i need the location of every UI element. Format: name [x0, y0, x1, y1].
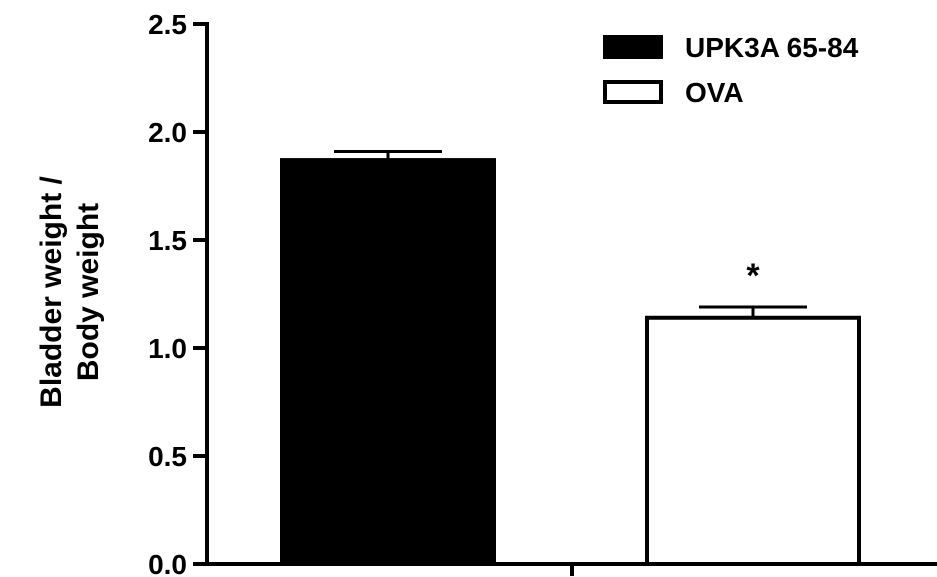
y-tick-label: 0.5	[148, 441, 187, 472]
y-tick-label: 1.5	[148, 225, 187, 256]
y-axis-label-line-2: Body weight	[72, 203, 105, 381]
legend: UPK3A 65-84 OVA	[603, 32, 859, 108]
y-tick-label: 1.0	[148, 333, 187, 364]
y-tick-label: 2.5	[148, 9, 187, 40]
y-axis-label: Bladder weight / Body weight	[35, 175, 105, 407]
bar-2	[645, 315, 861, 567]
y-tick-label: 2.0	[148, 117, 187, 148]
bars: *	[280, 149, 861, 567]
legend-label: OVA	[685, 77, 744, 108]
y-ticks: 0.0 0.5 1.0 1.5 2.0 2.5	[148, 9, 207, 577]
bar-1	[280, 158, 496, 567]
legend-swatch	[603, 80, 663, 104]
legend-label: UPK3A 65-84	[685, 32, 859, 63]
y-tick-label: 0.0	[148, 549, 187, 577]
y-axis-label-line-1: Bladder weight /	[35, 175, 68, 407]
significance-marker: *	[746, 257, 760, 295]
legend-swatch	[603, 35, 663, 59]
